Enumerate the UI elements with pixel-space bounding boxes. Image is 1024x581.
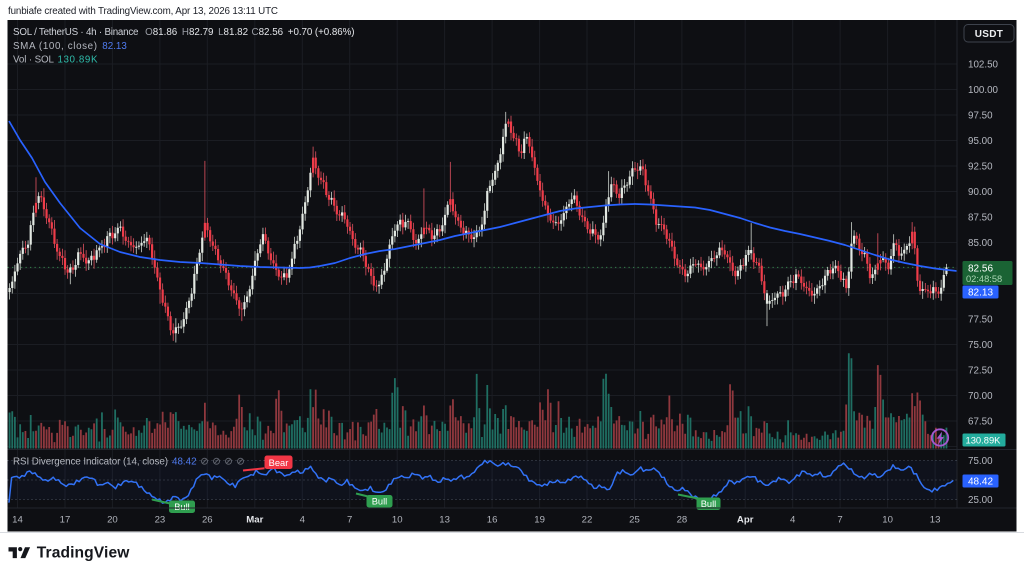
svg-text:70.00: 70.00 (968, 391, 993, 402)
svg-text:O81.86: O81.86 (145, 27, 178, 38)
svg-text:97.50: 97.50 (968, 110, 993, 121)
svg-text:90.00: 90.00 (968, 187, 993, 198)
svg-text:95.00: 95.00 (968, 136, 993, 147)
svg-text:10: 10 (392, 515, 403, 526)
svg-text:4: 4 (300, 515, 306, 526)
svg-text:19: 19 (534, 515, 545, 526)
svg-text:7: 7 (347, 515, 352, 526)
svg-text:48.42: 48.42 (172, 457, 197, 468)
svg-text:L81.82: L81.82 (218, 27, 248, 38)
svg-text:17: 17 (60, 515, 71, 526)
svg-text:67.50: 67.50 (968, 416, 993, 427)
svg-text:13: 13 (930, 515, 941, 526)
svg-text:25.00: 25.00 (968, 495, 993, 506)
svg-text:13: 13 (439, 515, 450, 526)
svg-text:85.00: 85.00 (968, 238, 993, 249)
svg-text:Bull: Bull (701, 499, 717, 509)
svg-text:130.89K: 130.89K (58, 55, 98, 66)
svg-text:130.89K: 130.89K (966, 435, 1002, 446)
svg-text:TradingView: TradingView (37, 545, 130, 562)
svg-text:10: 10 (882, 515, 893, 526)
svg-text:C82.56: C82.56 (252, 27, 284, 38)
svg-text:Mar: Mar (246, 515, 263, 526)
svg-text:72.50: 72.50 (968, 365, 993, 376)
svg-text:RSI Divergence Indicator (14,: RSI Divergence Indicator (14, close) (13, 457, 168, 468)
svg-text:75.00: 75.00 (968, 340, 993, 351)
svg-text:82.13: 82.13 (968, 288, 993, 299)
svg-text:82.56: 82.56 (968, 264, 993, 275)
svg-text:H82.79: H82.79 (182, 27, 214, 38)
svg-text:14: 14 (12, 515, 23, 526)
svg-text:77.50: 77.50 (968, 314, 993, 325)
svg-text:20: 20 (107, 515, 118, 526)
svg-text:28: 28 (677, 515, 688, 526)
svg-text:16: 16 (487, 515, 498, 526)
svg-text:92.50: 92.50 (968, 161, 993, 172)
svg-text:Vol · SOL: Vol · SOL (13, 55, 55, 66)
svg-text:USDT: USDT (975, 29, 1003, 40)
svg-text:22: 22 (582, 515, 593, 526)
svg-text:funbiafe created with TradingV: funbiafe created with TradingView.com, A… (8, 6, 278, 17)
svg-text:Bull: Bull (372, 496, 388, 506)
svg-text:23: 23 (155, 515, 166, 526)
svg-text:26: 26 (202, 515, 213, 526)
svg-text:02:48:58: 02:48:58 (966, 274, 1002, 284)
svg-text:Bull: Bull (174, 502, 190, 512)
svg-text:100.00: 100.00 (968, 85, 999, 96)
svg-text:102.50: 102.50 (968, 59, 999, 70)
svg-text:SMA (100, close): SMA (100, close) (13, 41, 97, 52)
svg-text:82.13: 82.13 (102, 41, 127, 52)
svg-text:Bear: Bear (269, 458, 289, 468)
svg-text:7: 7 (837, 515, 842, 526)
svg-text:Apr: Apr (737, 515, 754, 526)
svg-text:+0.70 (+0.86%): +0.70 (+0.86%) (288, 27, 355, 38)
svg-text:87.50: 87.50 (968, 212, 993, 223)
svg-text:4: 4 (790, 515, 796, 526)
svg-text:75.00: 75.00 (968, 456, 993, 467)
svg-text:SOL / TetherUS · 4h · Binance: SOL / TetherUS · 4h · Binance (13, 27, 139, 38)
svg-text:48.42: 48.42 (968, 477, 993, 488)
svg-text:25: 25 (629, 515, 640, 526)
